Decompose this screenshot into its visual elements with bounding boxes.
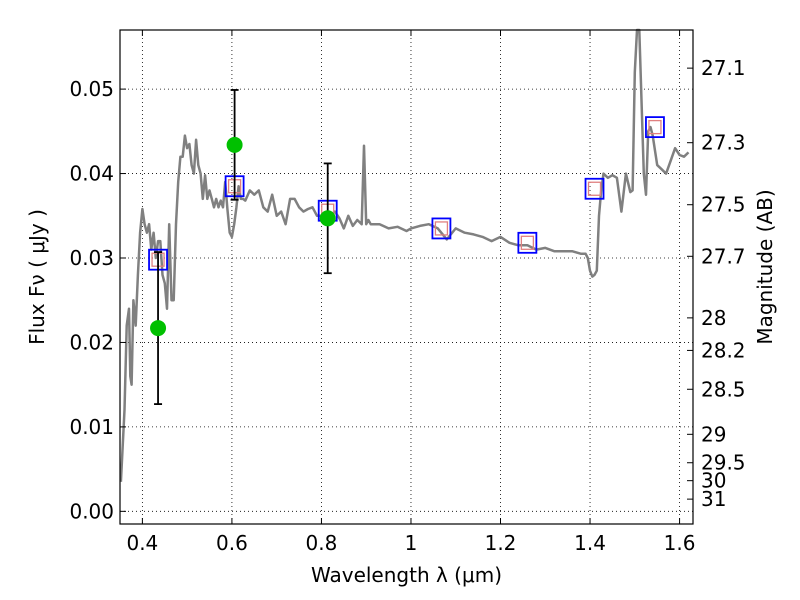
synthetic-photometry-square [431, 217, 452, 240]
axes-layer: 0.4 0.6 0.8 1 1.2 1.4 1.6 0.00 0.01 0.02 0.03 0.04 0… [69, 30, 746, 555]
y2-tick-label: 27.3 [701, 131, 746, 155]
y-tick-label: 0.05 [69, 77, 114, 101]
y2-tick-label: 28 [701, 306, 726, 330]
synthetic-photometry-square [584, 177, 605, 200]
y-tick-label: 0.01 [69, 415, 114, 439]
y2-tick-label: 28.5 [701, 377, 746, 401]
observed-photometry-point [319, 210, 336, 227]
model-spectrum-line [119, 28, 690, 482]
observed-photometry-point [226, 136, 243, 153]
synthetic-photometry-inner-square [587, 181, 602, 196]
observed-photometry-point [150, 320, 167, 337]
y2-tick-label: 30 [701, 469, 726, 493]
synthetic-photometry-inner-square [434, 221, 449, 236]
y-tick-label: 0.03 [69, 246, 114, 270]
observed-photometry-layer [150, 89, 336, 405]
x-axis-title: Wavelength λ (μm) [311, 563, 502, 587]
y2-tick-label: 27.1 [701, 56, 746, 80]
y2-tick-label: 31 [701, 487, 726, 511]
model-spectrum-layer [119, 28, 690, 482]
y2-axis-title: Magnitude (AB) [753, 189, 777, 344]
y-axis-title: Flux Fν ( μJy ) [25, 209, 49, 345]
x-tick-label: 0.4 [126, 531, 158, 555]
y2-tick-label: 27.7 [701, 244, 746, 268]
synthetic-photometry-inner-square [520, 235, 535, 250]
y2-tick-label: 29.5 [701, 451, 746, 475]
plot-frame [119, 29, 694, 525]
x-tick-label: 0.8 [306, 531, 338, 555]
synthetic-photometry-square [517, 231, 538, 254]
grid [120, 30, 693, 524]
x-tick-label: 1.4 [574, 531, 606, 555]
y2-tick-label: 28.2 [701, 338, 746, 362]
synthetic-photometry-square [645, 116, 665, 139]
x-tick-label: 1.2 [485, 531, 517, 555]
y2-tick-label: 27.5 [701, 193, 746, 217]
x-tick-label: 1.6 [664, 531, 696, 555]
synthetic-photometry-layer [148, 116, 665, 271]
y-tick-label: 0.04 [69, 162, 114, 186]
x-tick-label: 1 [405, 531, 418, 555]
y-tick-label: 0.02 [69, 330, 114, 354]
y2-tick-label: 29 [701, 422, 726, 446]
x-tick-label: 0.6 [216, 531, 248, 555]
synthetic-photometry-inner-square [648, 119, 662, 135]
y-tick-label: 0.00 [69, 499, 114, 523]
